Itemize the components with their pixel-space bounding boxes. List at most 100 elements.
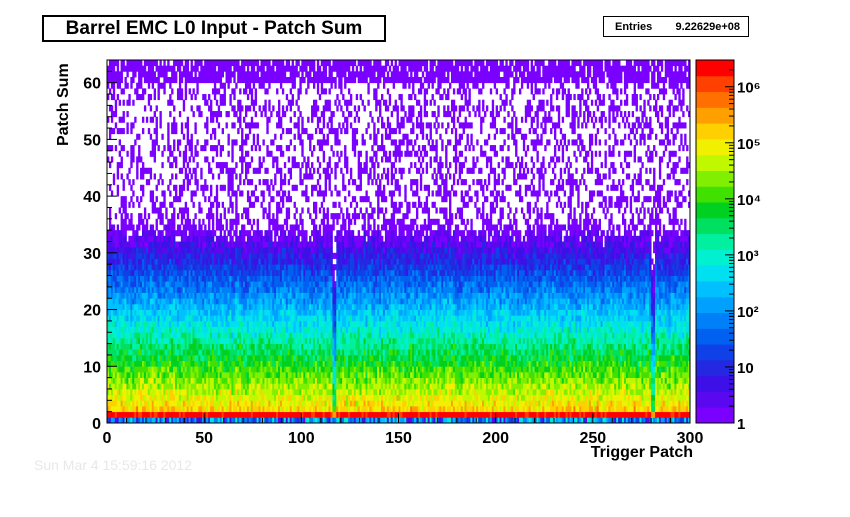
heatmap-cell bbox=[145, 77, 149, 84]
heatmap-cell bbox=[260, 162, 263, 169]
heatmap-cell bbox=[243, 332, 246, 339]
heatmap-cell bbox=[227, 190, 230, 197]
heatmap-cell bbox=[145, 252, 149, 259]
heatmap-cell bbox=[167, 366, 170, 373]
heatmap-cell bbox=[153, 139, 156, 146]
heatmap-cell bbox=[132, 241, 135, 248]
heatmap-cell bbox=[274, 173, 277, 180]
heatmap-cell bbox=[231, 383, 234, 390]
heatmap-cell bbox=[108, 145, 112, 152]
heatmap-cell bbox=[231, 388, 234, 396]
heatmap-cell bbox=[141, 173, 145, 180]
heatmap-cell bbox=[182, 71, 186, 78]
heatmap-cell bbox=[134, 298, 137, 305]
heatmap-cell bbox=[176, 60, 180, 67]
heatmap-cell bbox=[217, 286, 221, 293]
heatmap-cell bbox=[124, 354, 127, 362]
heatmap-cell bbox=[130, 269, 133, 276]
heatmap-cell bbox=[213, 133, 217, 140]
heatmap-cell bbox=[180, 241, 184, 248]
heatmap-cell bbox=[180, 309, 184, 316]
heatmap-cell bbox=[227, 258, 230, 265]
heatmap-cell bbox=[141, 349, 145, 356]
heatmap-cell bbox=[180, 371, 184, 379]
heatmap-cell bbox=[194, 190, 197, 197]
heatmap-cell bbox=[118, 394, 121, 401]
heatmap-cell bbox=[206, 269, 209, 276]
heatmap-cell bbox=[159, 354, 162, 362]
heatmap-cell bbox=[194, 224, 197, 231]
heatmap-cell bbox=[194, 315, 197, 322]
heatmap-cell bbox=[169, 388, 172, 396]
heatmap-cell bbox=[188, 320, 191, 327]
heatmap-cell bbox=[128, 281, 131, 288]
heatmap-cell bbox=[223, 241, 226, 248]
heatmap-cell bbox=[186, 65, 190, 72]
heatmap-cell bbox=[165, 354, 168, 362]
heatmap-cell bbox=[157, 349, 160, 356]
heatmap-cell bbox=[248, 252, 252, 259]
heatmap-cell bbox=[161, 411, 164, 418]
heatmap-cell bbox=[229, 269, 232, 276]
heatmap-cell bbox=[231, 269, 234, 276]
heatmap-cell bbox=[182, 417, 186, 424]
heatmap-cell bbox=[200, 349, 203, 356]
heatmap-cell bbox=[204, 139, 207, 146]
heatmap-cell bbox=[176, 286, 180, 293]
heatmap-cell bbox=[239, 394, 242, 401]
heatmap-cell bbox=[122, 298, 125, 305]
heatmap-cell bbox=[186, 394, 190, 401]
heatmap-cell bbox=[145, 264, 149, 271]
heatmap-cell bbox=[262, 65, 265, 72]
heatmap-cell bbox=[132, 371, 135, 379]
heatmap-cell bbox=[188, 167, 191, 174]
heatmap-cell bbox=[221, 184, 224, 191]
heatmap-cell bbox=[264, 105, 267, 112]
heatmap-cell bbox=[243, 207, 246, 214]
heatmap-cell bbox=[120, 156, 123, 163]
heatmap-cell bbox=[171, 269, 174, 276]
heatmap-cell bbox=[136, 88, 139, 95]
heatmap-cell bbox=[198, 360, 201, 367]
heatmap-cell bbox=[124, 213, 127, 220]
heatmap-cell bbox=[231, 156, 234, 163]
heatmap-cell bbox=[278, 111, 281, 118]
heatmap-cell bbox=[229, 275, 232, 282]
heatmap-cell bbox=[217, 111, 221, 118]
heatmap-cell bbox=[108, 60, 112, 67]
heatmap-cell bbox=[225, 224, 228, 231]
heatmap-cell bbox=[132, 150, 135, 157]
heatmap-cell bbox=[225, 303, 228, 310]
heatmap-cell bbox=[134, 320, 137, 327]
heatmap-cell bbox=[140, 264, 143, 271]
heatmap-cell bbox=[175, 383, 178, 390]
heatmap-cell bbox=[110, 405, 114, 413]
heatmap-cell bbox=[208, 388, 211, 396]
heatmap-cell bbox=[112, 354, 116, 362]
heatmap-cell bbox=[155, 139, 158, 146]
heatmap-cell bbox=[233, 252, 236, 259]
heatmap-cell bbox=[196, 400, 199, 407]
heatmap-cell bbox=[233, 417, 236, 424]
heatmap-cell bbox=[219, 366, 223, 373]
heatmap-cell bbox=[297, 122, 300, 129]
heatmap-cell bbox=[225, 400, 228, 407]
heatmap-cell bbox=[157, 65, 160, 72]
heatmap-cell bbox=[227, 167, 230, 174]
heatmap-cell bbox=[233, 298, 236, 305]
heatmap-cell bbox=[151, 292, 155, 299]
heatmap-cell bbox=[157, 320, 160, 327]
heatmap-cell bbox=[149, 60, 153, 67]
heatmap-cell bbox=[237, 320, 240, 327]
heatmap-cell bbox=[186, 218, 190, 225]
heatmap-cell bbox=[149, 377, 153, 384]
heatmap-cell bbox=[196, 241, 199, 248]
heatmap-cell bbox=[190, 286, 193, 293]
heatmap-cell bbox=[233, 343, 236, 350]
heatmap-cell bbox=[145, 400, 149, 407]
heatmap-cell bbox=[202, 411, 205, 418]
heatmap-cell bbox=[213, 230, 217, 237]
heatmap-cell bbox=[165, 230, 168, 237]
heatmap-cell bbox=[244, 371, 248, 379]
heatmap-cell bbox=[198, 309, 201, 316]
